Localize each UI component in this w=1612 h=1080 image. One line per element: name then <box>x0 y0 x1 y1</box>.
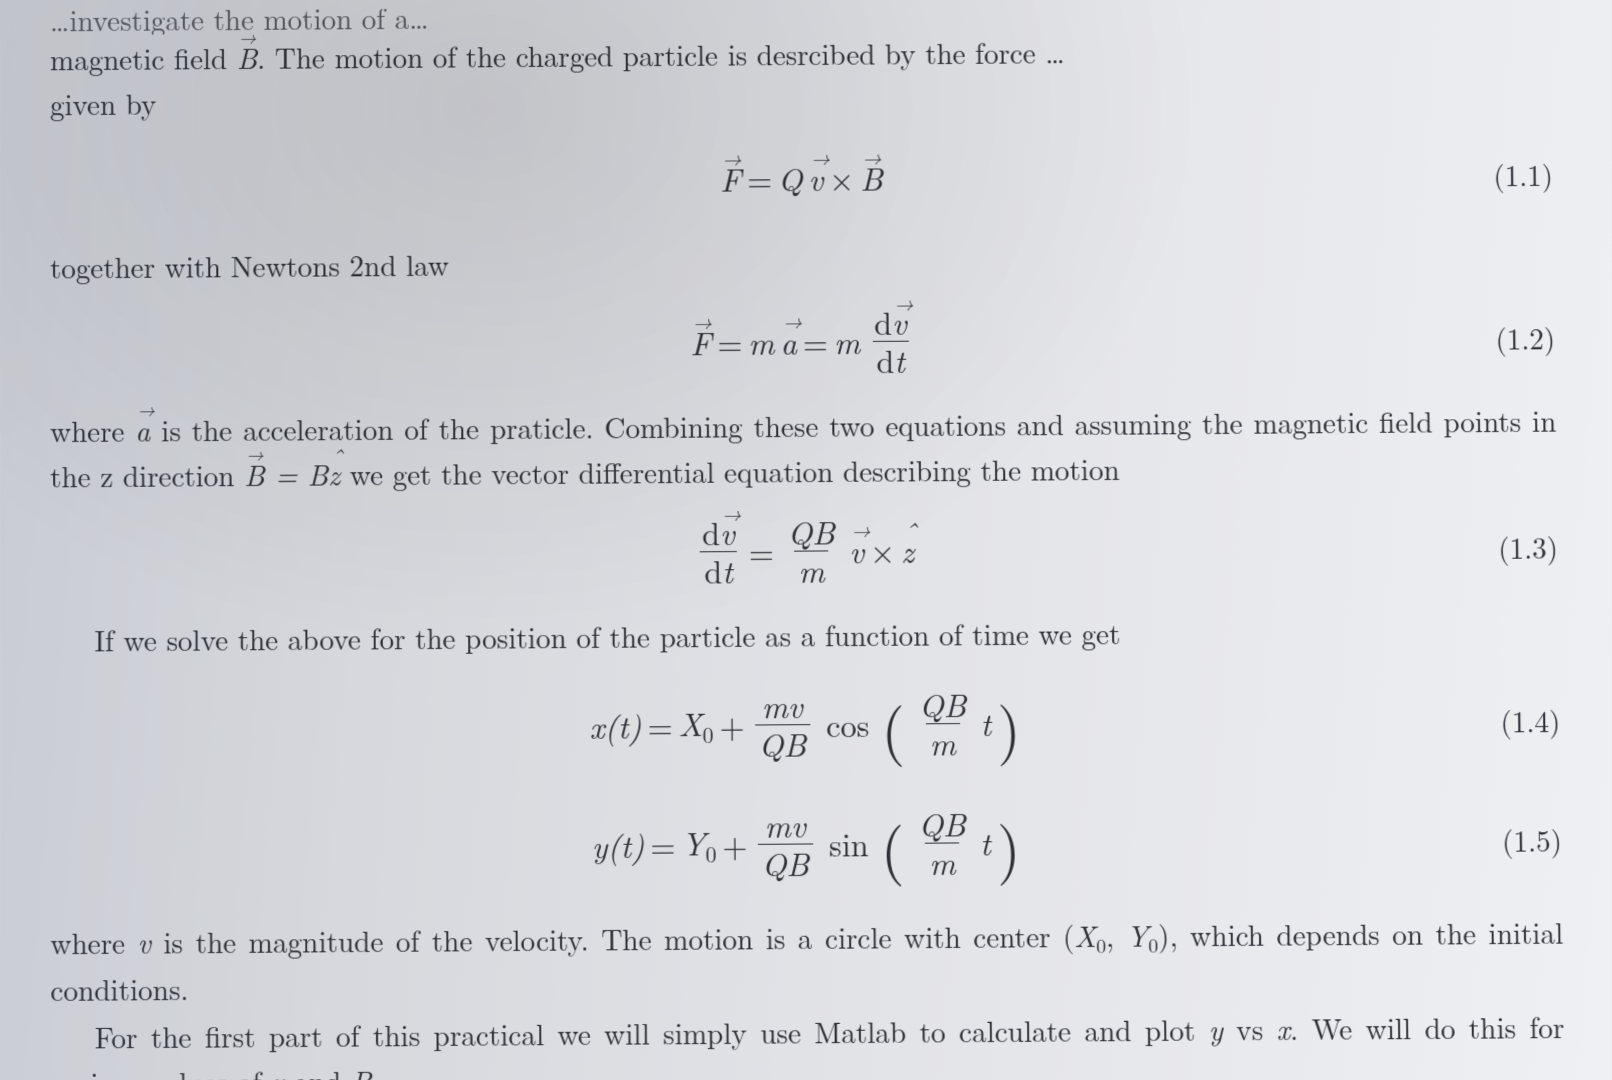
paragraph-2: together with Newtons 2nd law <box>50 235 1554 291</box>
paragraph-1: magnetic field B. The motion of the char… <box>50 27 1552 127</box>
equation-number-1-1: (1.1) <box>1493 153 1553 194</box>
equation-1-1: F = Qv × B (1.1) <box>50 135 1553 224</box>
equation-1-4: x(t) = X0 + mv QB cos ( QB m t ) (1.4) <box>50 671 1561 779</box>
equation-1-5: y(t) = Y0 + mv QB sin ( QB m t ) (1.5) <box>50 790 1562 898</box>
equation-number-1-5: (1.5) <box>1502 818 1563 860</box>
paragraph-6: For the first part of this practical we … <box>50 1005 1565 1080</box>
paragraph-3: where a is the acceleration of the prati… <box>50 398 1557 499</box>
equation-1-3: dv dt = QB m v × z (1.3) <box>50 507 1558 596</box>
equation-number-1-3: (1.3) <box>1498 525 1558 567</box>
equation-number-1-4: (1.4) <box>1500 699 1560 741</box>
equation-number-1-2: (1.2) <box>1495 316 1555 358</box>
equation-1-2: F = ma = m dv dt (1.2) <box>50 298 1556 387</box>
paragraph-4: If we solve the above for the position o… <box>50 607 1559 663</box>
paragraph-5: where v is the magnitude of the velocity… <box>50 910 1564 1013</box>
